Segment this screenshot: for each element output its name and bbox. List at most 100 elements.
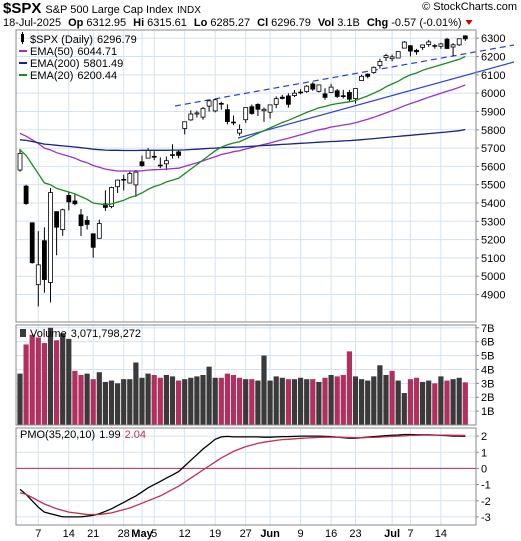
- volume-bar: [84, 373, 90, 425]
- candle-body: [267, 104, 273, 113]
- volume-bar: [377, 365, 383, 425]
- quote-value: -0.57 (-0.01%): [391, 17, 461, 29]
- volume-bar: [450, 379, 456, 425]
- quote-value: 6285.27: [210, 17, 250, 29]
- candle-body: [23, 185, 29, 204]
- y-tick-label: 6000: [481, 88, 505, 100]
- candle-body: [322, 93, 328, 98]
- y-tick-label: 0: [481, 463, 487, 475]
- x-tick-label: 19: [209, 528, 221, 540]
- volume-bar: [212, 377, 218, 425]
- candle-body: [401, 41, 407, 49]
- candle-body: [298, 91, 304, 94]
- candle-body: [188, 113, 194, 121]
- candle-body: [139, 161, 145, 167]
- candle-body: [407, 45, 413, 52]
- legend-value: 6296.79: [97, 34, 137, 46]
- candle-body: [206, 100, 212, 107]
- candle-body: [383, 55, 389, 59]
- quote-label: Hi: [133, 17, 144, 29]
- legend-layer: $SPX (Daily) 6296.79 EMA(50) 6044.71EMA(200…: [19, 32, 146, 441]
- x-tick-label: May: [131, 528, 153, 540]
- candle-body: [224, 109, 230, 122]
- pmo-panel-frame: [15, 427, 477, 526]
- quote-value: 6312.95: [86, 17, 126, 29]
- volume-bar: [78, 375, 84, 425]
- volume-bar: [383, 375, 389, 425]
- candle-body: [426, 41, 432, 45]
- x-tick-label: 12: [179, 528, 191, 540]
- quote-label: Op: [68, 17, 84, 29]
- legend-entry: $SPX (Daily) 6296.79: [30, 34, 137, 46]
- line-series: [19, 128, 466, 152]
- volume-bar: [426, 380, 432, 425]
- y-tick-label: 5100: [481, 253, 505, 265]
- quote-value: 3.1B: [337, 17, 360, 29]
- x-tick-label: 14: [435, 528, 447, 540]
- candle-body: [261, 108, 267, 112]
- legend-name: EMA(50): [30, 46, 73, 58]
- volume-bar: [90, 379, 96, 425]
- legend-value: 2.04: [125, 429, 146, 441]
- volume-bar: [237, 377, 243, 425]
- candle-body: [145, 150, 151, 159]
- candle-body: [42, 240, 47, 280]
- y-tick-label: 5000: [481, 271, 505, 283]
- legend-swatch: [20, 329, 26, 337]
- volume-bar: [35, 337, 41, 425]
- header-title: $SPX S&P 500 Large Cap Index INDX: [3, 0, 201, 17]
- volume-bar: [310, 379, 316, 425]
- candle-body: [200, 107, 206, 118]
- y-tick-label: 5500: [481, 180, 505, 192]
- candle-body: [365, 73, 371, 77]
- candle-body: [353, 88, 358, 100]
- volume-bar: [401, 393, 407, 425]
- volume-bar: [139, 377, 145, 425]
- volume-bar: [413, 377, 420, 425]
- y-tick-label: 6200: [481, 52, 505, 64]
- x-tick-label: Jul: [384, 528, 400, 540]
- legend-entry: PMO(35,20,10) 1.99 2.04: [20, 429, 146, 441]
- volume-bar: [304, 379, 310, 425]
- y-tick-label: -1: [481, 480, 491, 492]
- volume-bar: [23, 344, 29, 425]
- x-tick-label: 23: [349, 528, 361, 540]
- volume-bar: [462, 382, 468, 425]
- legend-value: 6044.71: [77, 46, 117, 58]
- volume-bar: [96, 372, 102, 425]
- candle-body: [462, 35, 468, 40]
- candle-body: [90, 233, 96, 248]
- legend-name: EMA(200): [30, 58, 80, 70]
- candle-body: [273, 98, 279, 105]
- y-tick-label: 5600: [481, 161, 505, 173]
- x-tick-label: 7: [35, 528, 41, 540]
- x-tick-label: Jun: [260, 528, 280, 540]
- volume-bar: [66, 338, 72, 425]
- candle-body: [444, 38, 450, 49]
- volume-bar: [328, 375, 334, 425]
- volume-bar: [47, 327, 54, 425]
- candle-body: [48, 192, 53, 283]
- candle-body: [346, 92, 352, 100]
- candle-body: [420, 44, 426, 48]
- candle-body: [35, 264, 41, 286]
- candle-body: [310, 83, 316, 90]
- volume-bar: [365, 380, 371, 425]
- candle-body: [84, 219, 90, 225]
- candle-body: [96, 223, 102, 239]
- trendline-lower: [237, 61, 515, 139]
- index-name: S&P 500 Large Cap Index: [45, 4, 173, 16]
- legend-name: EMA(20): [30, 70, 73, 82]
- volume-bar: [298, 377, 304, 425]
- volume-bar: [249, 379, 255, 425]
- volume-bar: [182, 379, 188, 425]
- y-tick-label: 5700: [481, 143, 505, 155]
- change-arrow: [465, 20, 473, 25]
- volume-bar: [267, 380, 273, 425]
- line-series: [19, 434, 466, 516]
- marks-layer: [17, 35, 515, 518]
- volume-bar: [359, 379, 365, 425]
- volume-bar: [206, 366, 212, 425]
- x-tick-label: 14: [63, 528, 75, 540]
